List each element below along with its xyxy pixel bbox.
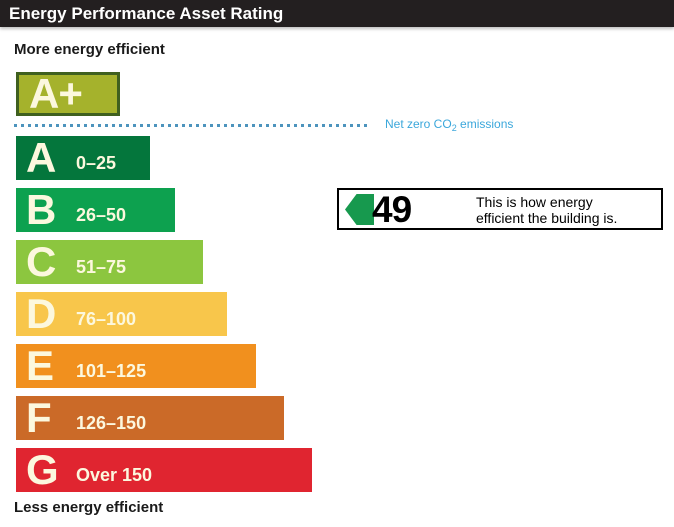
band-range: 51–75 (76, 257, 127, 277)
band-c: C 51–75 (16, 240, 203, 284)
band-letter: A+ (29, 70, 83, 117)
band-a-plus: A+ (16, 72, 120, 116)
net-zero-text-suffix: emissions (456, 117, 514, 131)
less-energy-efficient-label: Less energy efficient (14, 499, 164, 516)
band-range: 26–50 (76, 205, 127, 225)
band-letter: G (26, 446, 59, 493)
band-letter: D (26, 290, 56, 337)
band-range: 101–125 (76, 361, 147, 381)
rating-description-line2: efficient the building is. (476, 210, 618, 226)
rating-description: This is how energy efficient the buildin… (476, 194, 617, 226)
band-letter: C (26, 238, 56, 285)
rating-arrow-icon (345, 194, 374, 225)
band-d: D 76–100 (16, 292, 227, 336)
net-zero-subscript: 2 (451, 123, 457, 133)
band-e: E 101–125 (16, 344, 256, 388)
rating-description-line1: This is how energy (476, 194, 593, 210)
chart-title-bar: Energy Performance Asset Rating (0, 0, 674, 27)
more-energy-efficient-label: More energy efficient (14, 41, 165, 58)
rating-value: 49 (372, 189, 412, 230)
band-range: 76–100 (76, 309, 137, 329)
band-f: F 126–150 (16, 396, 284, 440)
band-range: 126–150 (76, 413, 147, 433)
rating-indicator: 49 This is how energy efficient the buil… (337, 188, 663, 230)
band-range: Over 150 (76, 465, 153, 485)
band-g: G Over 150 (16, 448, 312, 492)
band-range: 0–25 (76, 153, 117, 173)
band-letter: E (26, 342, 54, 389)
net-zero-label: Net zero CO2 emissions (385, 117, 513, 133)
chart-title: Energy Performance Asset Rating (9, 4, 284, 23)
net-zero-text-prefix: Net zero CO (385, 117, 452, 131)
band-letter: A (26, 134, 56, 181)
band-b: B 26–50 (16, 188, 175, 232)
net-zero-dotted-line (14, 124, 371, 127)
band-letter: F (26, 394, 52, 441)
band-a: A 0–25 (16, 136, 150, 180)
band-letter: B (26, 186, 56, 233)
